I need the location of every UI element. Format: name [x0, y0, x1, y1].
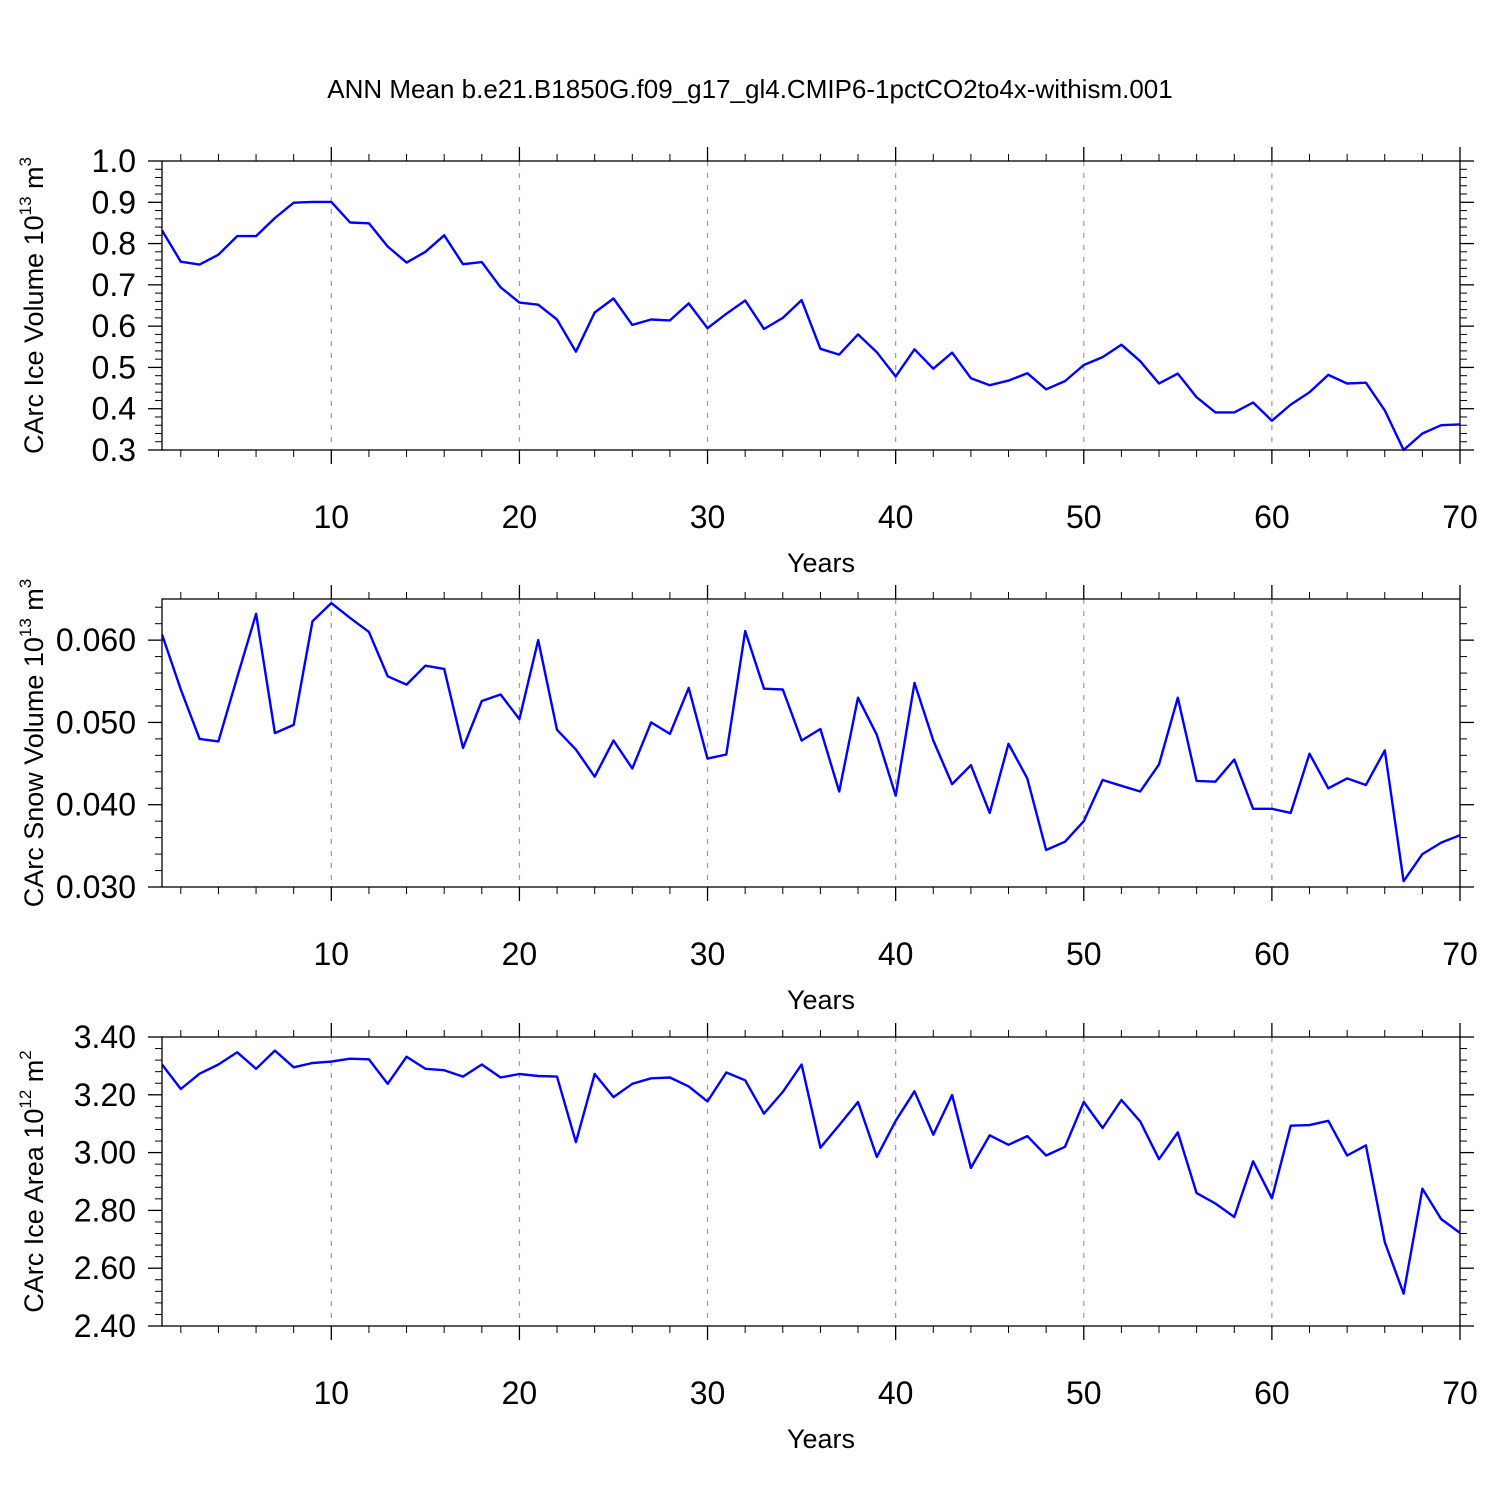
y-tick-label: 0.7 — [92, 267, 136, 303]
y-axis-title-unit-exponent: 3 — [16, 579, 35, 588]
plot-frame — [161, 160, 1461, 451]
x-tick-label: 60 — [1254, 499, 1290, 535]
x-axis-title: Years — [787, 548, 855, 578]
y-axis-title-unit: m — [19, 588, 49, 618]
panel-1: 10 20 30 40 50 60 70 0.3 0.4 0.5 0.6 0.7 0.8 0.9 1.0 Ye… — [16, 143, 1478, 578]
x-tick-label: 20 — [502, 499, 538, 535]
y-tick-label: 0.9 — [92, 184, 136, 220]
y-tick-label: 3.20 — [74, 1077, 136, 1113]
series-line — [162, 1049, 1460, 1295]
x-tick-label: 20 — [502, 1375, 538, 1411]
figure-title: ANN Mean b.e21.B1850G.f09_g17_gl4.CMIP6-… — [327, 74, 1172, 104]
y-tick-label: 2.80 — [74, 1192, 136, 1228]
x-tick-label: 20 — [502, 936, 538, 972]
y-tick-label: 1.0 — [92, 143, 136, 179]
y-tick-label: 0.5 — [92, 349, 136, 385]
x-tick-label: 10 — [314, 1375, 350, 1411]
y-tick-label: 3.00 — [74, 1135, 136, 1171]
y-axis-title-exponent: 13 — [16, 196, 35, 215]
x-tick-label: 30 — [690, 1375, 726, 1411]
plot-frame — [161, 1036, 1461, 1327]
y-tick-label: 2.60 — [74, 1250, 136, 1286]
x-tick-label: 70 — [1442, 1375, 1478, 1411]
y-tick-label: 0.6 — [92, 308, 136, 344]
x-tick-label: 30 — [690, 499, 726, 535]
x-tick-label: 10 — [314, 936, 350, 972]
y-tick-label: 3.40 — [74, 1019, 136, 1055]
x-tick-label: 40 — [878, 499, 914, 535]
x-tick-label: 60 — [1254, 1375, 1290, 1411]
y-axis-title-unit-exponent: 2 — [16, 1050, 35, 1059]
plot-frame — [161, 598, 1461, 888]
y-tick-label: 0.060 — [56, 622, 136, 658]
y-tick-label: 2.40 — [74, 1308, 136, 1344]
x-tick-label: 50 — [1066, 1375, 1102, 1411]
y-axis-title-unit: m — [19, 166, 49, 196]
y-axis-title-base: CArc Ice Volume 10 — [19, 215, 49, 454]
y-axis-title-unit-exponent: 3 — [16, 157, 35, 166]
y-axis-title: CArc Ice Area 1012 m2 — [16, 1050, 49, 1313]
y-axis-title-exponent: 12 — [16, 1090, 35, 1109]
y-tick-label: 0.4 — [92, 391, 136, 427]
series-line — [162, 200, 1460, 452]
y-tick-label: 0.8 — [92, 226, 136, 262]
y-axis-title: CArc Snow Volume 1013 m3 — [16, 579, 49, 908]
y-axis-title-base: CArc Snow Volume 10 — [19, 637, 49, 907]
series-line — [162, 601, 1460, 883]
x-tick-label: 70 — [1442, 499, 1478, 535]
x-tick-label: 40 — [878, 1375, 914, 1411]
x-axis-title: Years — [787, 985, 855, 1015]
x-axis-title: Years — [787, 1424, 855, 1454]
x-tick-label: 60 — [1254, 936, 1290, 972]
chart-panels: 10 20 30 40 50 60 70 0.3 0.4 0.5 0.6 0.7 0.8 0.9 1.0 Ye… — [16, 143, 1478, 1454]
x-tick-label: 30 — [690, 936, 726, 972]
panel-2: 10 20 30 40 50 60 70 0.030 0.040 0.050 0.060 Years C… — [16, 579, 1478, 1015]
x-tick-label: 50 — [1066, 936, 1102, 972]
y-axis-title-base: CArc Ice Area 10 — [19, 1109, 49, 1313]
y-axis-title-unit: m — [19, 1060, 49, 1090]
x-tick-label: 10 — [314, 499, 350, 535]
y-axis-title-exponent: 13 — [16, 618, 35, 637]
y-tick-label: 0.3 — [92, 432, 136, 468]
y-tick-label: 0.040 — [56, 787, 136, 823]
y-axis-title: CArc Ice Volume 1013 m3 — [16, 157, 49, 454]
x-tick-label: 70 — [1442, 936, 1478, 972]
y-tick-label: 0.030 — [56, 869, 136, 905]
y-tick-label: 0.050 — [56, 704, 136, 740]
x-tick-label: 40 — [878, 936, 914, 972]
x-tick-label: 50 — [1066, 499, 1102, 535]
panel-3: 10 20 30 40 50 60 70 2.40 2.60 2.80 3.00 3.20 3.40 Ye… — [16, 1019, 1478, 1454]
